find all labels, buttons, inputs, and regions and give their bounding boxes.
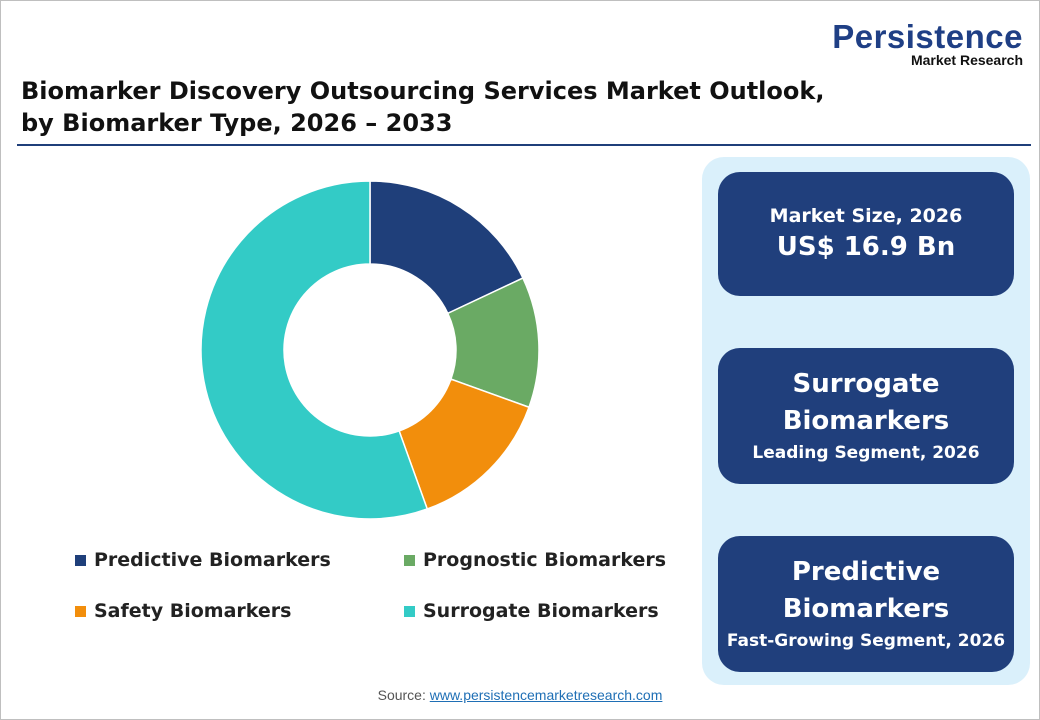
card-label: Market Size, 2026 — [769, 204, 963, 227]
source-link[interactable]: www.persistencemarketresearch.com — [429, 687, 663, 703]
legend-swatch — [75, 554, 86, 566]
title-line-2: by Biomarker Type, 2026 – 2033 — [21, 109, 453, 137]
legend-swatch — [404, 554, 415, 566]
title-line-1: Biomarker Discovery Outsourcing Services… — [21, 77, 825, 105]
legend-item: Prognostic Biomarkers — [404, 549, 666, 571]
summary-panel: Market Size, 2026 US$ 16.9 Bn Surrogate … — [702, 157, 1030, 685]
donut-chart — [200, 180, 540, 520]
slice-surrogate-biomarkers — [200, 180, 429, 520]
divider — [17, 144, 1031, 146]
source-label: Source: — [377, 687, 430, 703]
logo: Persistence Market Research — [832, 18, 1023, 68]
card-title-2: Biomarkers — [782, 594, 950, 624]
legend-label: Prognostic Biomarkers — [423, 549, 667, 571]
legend-item: Surrogate Biomarkers — [404, 600, 659, 622]
card-title-2: Biomarkers — [782, 406, 950, 436]
legend-label: Surrogate Biomarkers — [423, 600, 659, 622]
fast-growing-card: Predictive Biomarkers Fast-Growing Segme… — [718, 536, 1014, 672]
chart-title: Biomarker Discovery Outsourcing Services… — [21, 75, 824, 139]
legend-swatch — [75, 605, 86, 617]
slice-predictive-biomarkers — [369, 180, 524, 315]
card-title-1: Predictive — [791, 557, 941, 587]
card-caption: Leading Segment, 2026 — [752, 443, 980, 463]
logo-sub: Market Research — [910, 52, 1023, 68]
card-title-1: Surrogate — [792, 369, 940, 399]
legend-label: Predictive Biomarkers — [94, 549, 331, 571]
card-caption: Fast-Growing Segment, 2026 — [726, 631, 1006, 651]
logo-main: Persistence — [832, 18, 1023, 55]
legend-item: Predictive Biomarkers — [75, 549, 331, 571]
legend-swatch — [404, 605, 415, 617]
market-size-card: Market Size, 2026 US$ 16.9 Bn — [718, 172, 1014, 296]
leading-segment-card: Surrogate Biomarkers Leading Segment, 20… — [718, 348, 1014, 484]
card-value: US$ 16.9 Bn — [776, 231, 956, 262]
source: Source: www.persistencemarketresearch.co… — [1, 687, 1039, 703]
legend-item: Safety Biomarkers — [75, 600, 291, 622]
legend-label: Safety Biomarkers — [94, 600, 292, 622]
